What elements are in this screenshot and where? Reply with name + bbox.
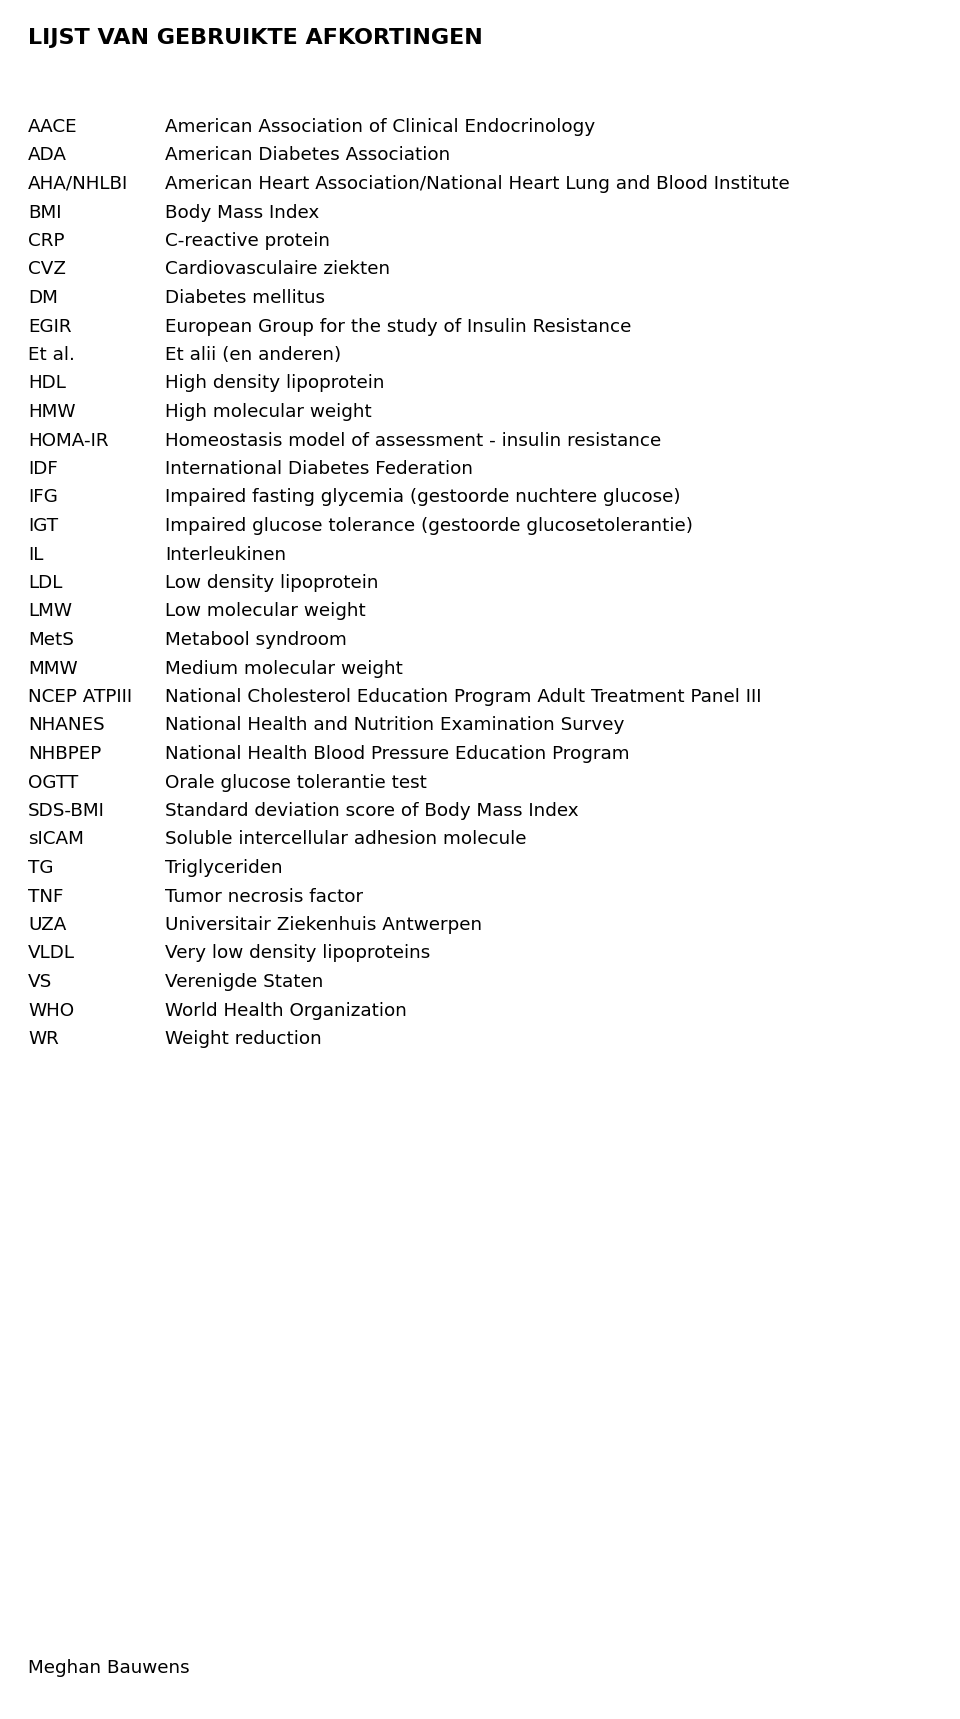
Text: NHANES: NHANES	[28, 717, 105, 734]
Text: Homeostasis model of assessment - insulin resistance: Homeostasis model of assessment - insuli…	[165, 431, 661, 449]
Text: High molecular weight: High molecular weight	[165, 402, 372, 421]
Text: National Cholesterol Education Program Adult Treatment Panel III: National Cholesterol Education Program A…	[165, 688, 761, 707]
Text: Et alii (en anderen): Et alii (en anderen)	[165, 346, 341, 364]
Text: ADA: ADA	[28, 146, 67, 165]
Text: CVZ: CVZ	[28, 261, 66, 278]
Text: AACE: AACE	[28, 119, 78, 136]
Text: EGIR: EGIR	[28, 318, 72, 335]
Text: Universitair Ziekenhuis Antwerpen: Universitair Ziekenhuis Antwerpen	[165, 916, 482, 933]
Text: American Association of Clinical Endocrinology: American Association of Clinical Endocri…	[165, 119, 595, 136]
Text: Very low density lipoproteins: Very low density lipoproteins	[165, 944, 430, 963]
Text: Weight reduction: Weight reduction	[165, 1030, 322, 1049]
Text: IGT: IGT	[28, 517, 59, 535]
Text: MMW: MMW	[28, 660, 78, 677]
Text: Orale glucose tolerantie test: Orale glucose tolerantie test	[165, 774, 427, 791]
Text: CRP: CRP	[28, 232, 64, 249]
Text: Low molecular weight: Low molecular weight	[165, 602, 366, 621]
Text: Body Mass Index: Body Mass Index	[165, 203, 320, 222]
Text: European Group for the study of Insulin Resistance: European Group for the study of Insulin …	[165, 318, 632, 335]
Text: HDL: HDL	[28, 375, 66, 392]
Text: NCEP ATPIII: NCEP ATPIII	[28, 688, 132, 707]
Text: Interleukinen: Interleukinen	[165, 545, 286, 564]
Text: IL: IL	[28, 545, 43, 564]
Text: WHO: WHO	[28, 1002, 74, 1019]
Text: DM: DM	[28, 289, 58, 308]
Text: BMI: BMI	[28, 203, 61, 222]
Text: International Diabetes Federation: International Diabetes Federation	[165, 461, 473, 478]
Text: Cardiovasculaire ziekten: Cardiovasculaire ziekten	[165, 261, 390, 278]
Text: HOMA-IR: HOMA-IR	[28, 431, 108, 449]
Text: LIJST VAN GEBRUIKTE AFKORTINGEN: LIJST VAN GEBRUIKTE AFKORTINGEN	[28, 28, 483, 48]
Text: TG: TG	[28, 860, 54, 877]
Text: National Health and Nutrition Examination Survey: National Health and Nutrition Examinatio…	[165, 717, 624, 734]
Text: NHBPEP: NHBPEP	[28, 744, 101, 763]
Text: Diabetes mellitus: Diabetes mellitus	[165, 289, 325, 308]
Text: Meghan Bauwens: Meghan Bauwens	[28, 1659, 190, 1678]
Text: UZA: UZA	[28, 916, 66, 933]
Text: WR: WR	[28, 1030, 59, 1049]
Text: Metabool syndroom: Metabool syndroom	[165, 631, 347, 650]
Text: Impaired fasting glycemia (gestoorde nuchtere glucose): Impaired fasting glycemia (gestoorde nuc…	[165, 488, 681, 507]
Text: Triglyceriden: Triglyceriden	[165, 860, 282, 877]
Text: OGTT: OGTT	[28, 774, 79, 791]
Text: HMW: HMW	[28, 402, 76, 421]
Text: TNF: TNF	[28, 887, 63, 906]
Text: Verenigde Staten: Verenigde Staten	[165, 973, 324, 990]
Text: Standard deviation score of Body Mass Index: Standard deviation score of Body Mass In…	[165, 803, 579, 820]
Text: Soluble intercellular adhesion molecule: Soluble intercellular adhesion molecule	[165, 830, 526, 849]
Text: sICAM: sICAM	[28, 830, 84, 849]
Text: AHA/NHLBI: AHA/NHLBI	[28, 175, 129, 193]
Text: Impaired glucose tolerance (gestoorde glucosetolerantie): Impaired glucose tolerance (gestoorde gl…	[165, 517, 693, 535]
Text: Low density lipoprotein: Low density lipoprotein	[165, 574, 378, 591]
Text: National Health Blood Pressure Education Program: National Health Blood Pressure Education…	[165, 744, 630, 763]
Text: LMW: LMW	[28, 602, 72, 621]
Text: American Heart Association/National Heart Lung and Blood Institute: American Heart Association/National Hear…	[165, 175, 790, 193]
Text: C-reactive protein: C-reactive protein	[165, 232, 330, 249]
Text: VS: VS	[28, 973, 52, 990]
Text: High density lipoprotein: High density lipoprotein	[165, 375, 385, 392]
Text: IDF: IDF	[28, 461, 58, 478]
Text: LDL: LDL	[28, 574, 62, 591]
Text: World Health Organization: World Health Organization	[165, 1002, 407, 1019]
Text: Tumor necrosis factor: Tumor necrosis factor	[165, 887, 363, 906]
Text: SDS-BMI: SDS-BMI	[28, 803, 105, 820]
Text: Medium molecular weight: Medium molecular weight	[165, 660, 403, 677]
Text: MetS: MetS	[28, 631, 74, 650]
Text: IFG: IFG	[28, 488, 58, 507]
Text: Et al.: Et al.	[28, 346, 75, 364]
Text: American Diabetes Association: American Diabetes Association	[165, 146, 450, 165]
Text: VLDL: VLDL	[28, 944, 75, 963]
